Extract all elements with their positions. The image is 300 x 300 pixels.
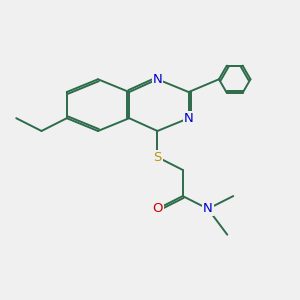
Text: N: N [153, 73, 162, 86]
Text: S: S [153, 151, 162, 164]
Text: N: N [184, 112, 194, 125]
Text: O: O [152, 202, 163, 215]
Text: N: N [203, 202, 213, 215]
